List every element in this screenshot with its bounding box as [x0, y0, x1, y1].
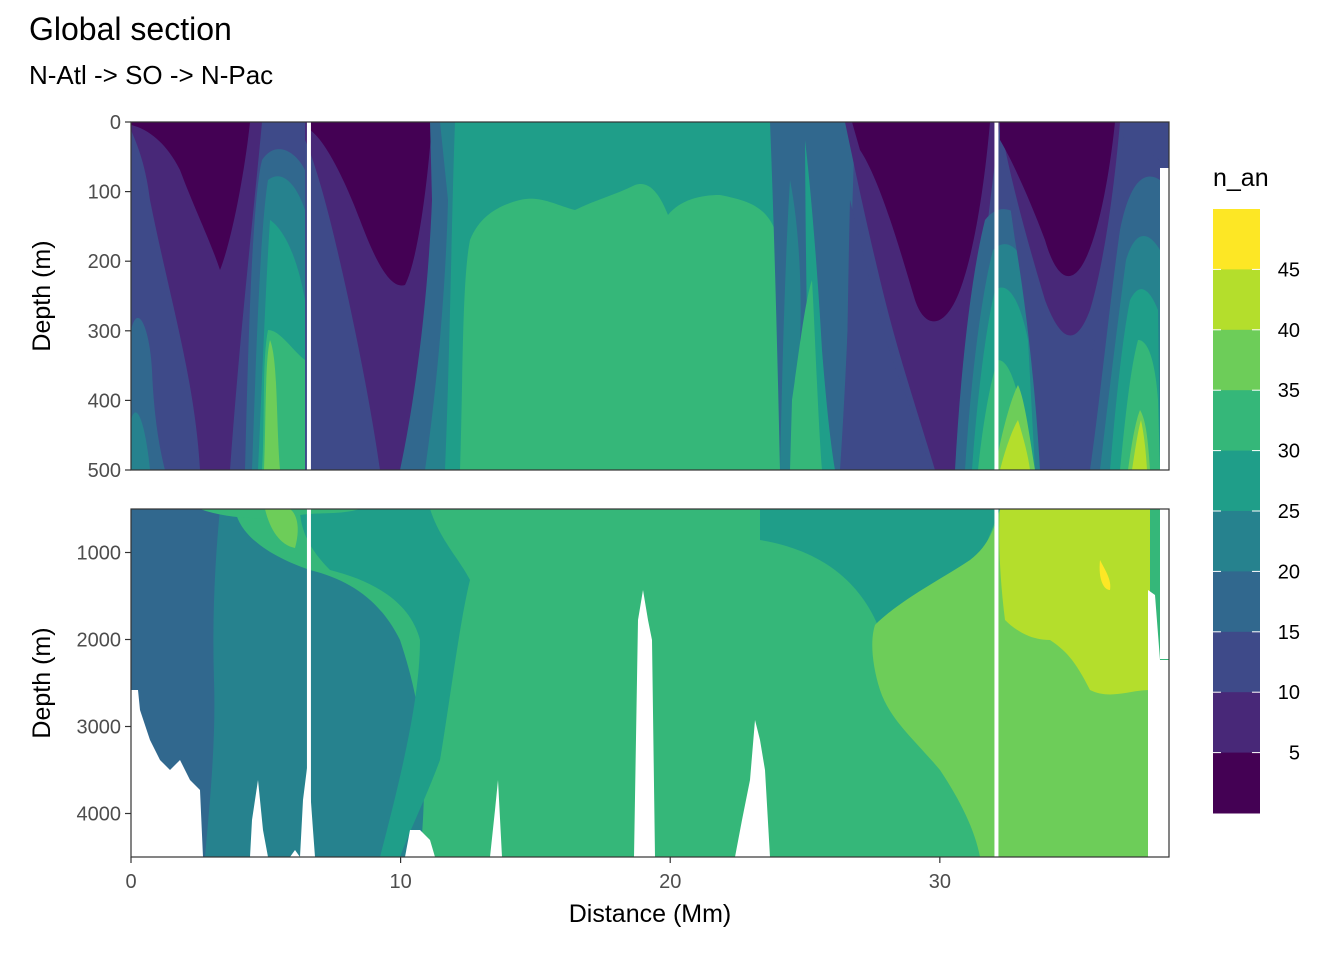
- legend-title: n_an: [1213, 164, 1269, 192]
- y-tick-label: 400: [88, 390, 121, 412]
- bathymetry-mask-5: [490, 780, 502, 857]
- x-tick-label: 20: [659, 871, 681, 893]
- y-tick-label: 100: [88, 182, 121, 204]
- panel-lower-border: [130, 508, 1170, 858]
- field-low-left-core: [131, 122, 250, 270]
- bathymetry-mask-7: [735, 720, 770, 857]
- legend-label: 40: [1278, 320, 1300, 342]
- legend-label: 25: [1278, 501, 1300, 523]
- chart-subtitle: N-Atl -> SO -> N-Pac: [29, 60, 274, 90]
- field-low-right-band: [845, 200, 930, 470]
- legend-swatch: [1213, 269, 1260, 331]
- field-far-right-35: [1120, 340, 1160, 470]
- y-tick-label: 0: [110, 112, 121, 134]
- legend-swatch: [1213, 752, 1260, 814]
- chart-title: Global section: [29, 11, 232, 47]
- legend-label: 35: [1278, 380, 1300, 402]
- legend-label: 20: [1278, 561, 1300, 583]
- x-tick-label: 30: [929, 871, 951, 893]
- section-marks: [306, 122, 999, 857]
- field-col-right-45: [1000, 420, 1030, 470]
- legend-label: 30: [1278, 441, 1300, 463]
- bathymetry-mask-4: [405, 830, 435, 857]
- legend-swatch: [1213, 511, 1260, 572]
- panel-lower: [131, 509, 1169, 857]
- legend-label: 15: [1278, 622, 1300, 644]
- field-low-mid-a-band: [305, 300, 360, 470]
- bathymetry-mask-right: [1148, 590, 1169, 857]
- field-lower-left-25: [300, 509, 470, 857]
- panel-upper: [131, 122, 1169, 470]
- section-gap-lower-right-edge: [1160, 509, 1169, 659]
- x-tick-label: 10: [389, 871, 411, 893]
- y-tick-label: 2000: [77, 630, 122, 652]
- field-low-right-core: [852, 122, 990, 322]
- field-right-plateau-25: [780, 180, 820, 470]
- bathymetry-mask-6: [634, 590, 655, 857]
- legend-label: 5: [1289, 743, 1300, 765]
- bathymetry-mask-left: [131, 690, 203, 857]
- legend-label: 45: [1278, 259, 1300, 281]
- bathymetry-mask-1: [250, 780, 268, 857]
- bathymetry-mask-2: [290, 850, 300, 857]
- field-far-right-45: [1132, 420, 1147, 470]
- y-axis-title-upper: Depth (m): [28, 240, 56, 351]
- legend-swatch: [1213, 329, 1260, 391]
- legend-swatch: [1213, 571, 1260, 633]
- y-tick-label: 3000: [77, 717, 122, 739]
- x-axis-title: Distance (Mm): [569, 900, 732, 928]
- legend-swatch: [1213, 450, 1260, 512]
- field-lower-ridge-30: [265, 509, 298, 548]
- field-right-plateau-35: [790, 280, 822, 470]
- y-axis-title-lower: Depth (m): [28, 627, 56, 738]
- field-low-mid-a-core: [310, 122, 432, 286]
- y-tick-label: 200: [88, 251, 121, 273]
- field-band-left-edge-2: [131, 412, 150, 470]
- field-col-left-40: [264, 340, 280, 470]
- panel-upper-border: [130, 121, 1170, 471]
- legend-swatch: [1213, 209, 1260, 270]
- y-tick-label: 500: [88, 460, 121, 482]
- legend-swatch: [1213, 692, 1260, 754]
- legend-label: 10: [1278, 682, 1300, 704]
- legend-swatch: [1213, 390, 1260, 452]
- legend-swatch: [1213, 631, 1260, 693]
- field-lower-right-40: [999, 509, 1150, 695]
- y-tick-label: 1000: [77, 543, 122, 565]
- field-low-far-core: [1000, 122, 1115, 277]
- y-tick-label: 300: [88, 321, 121, 343]
- y-tick-label: 4000: [77, 804, 122, 826]
- x-tick-label: 0: [125, 871, 136, 893]
- legend: 5 10 15 20 25 30 35 40 45: [1213, 209, 1300, 814]
- axes: 0 100 200 300 400 500 1000 2000 3000 4000 0 10 20 30: [77, 112, 951, 893]
- field-lower-ridge-35: [1099, 560, 1111, 590]
- field-central-35: [460, 184, 780, 470]
- field-far-right-top: [1120, 122, 1169, 170]
- section-gap-upper-right-edge: [1160, 168, 1169, 470]
